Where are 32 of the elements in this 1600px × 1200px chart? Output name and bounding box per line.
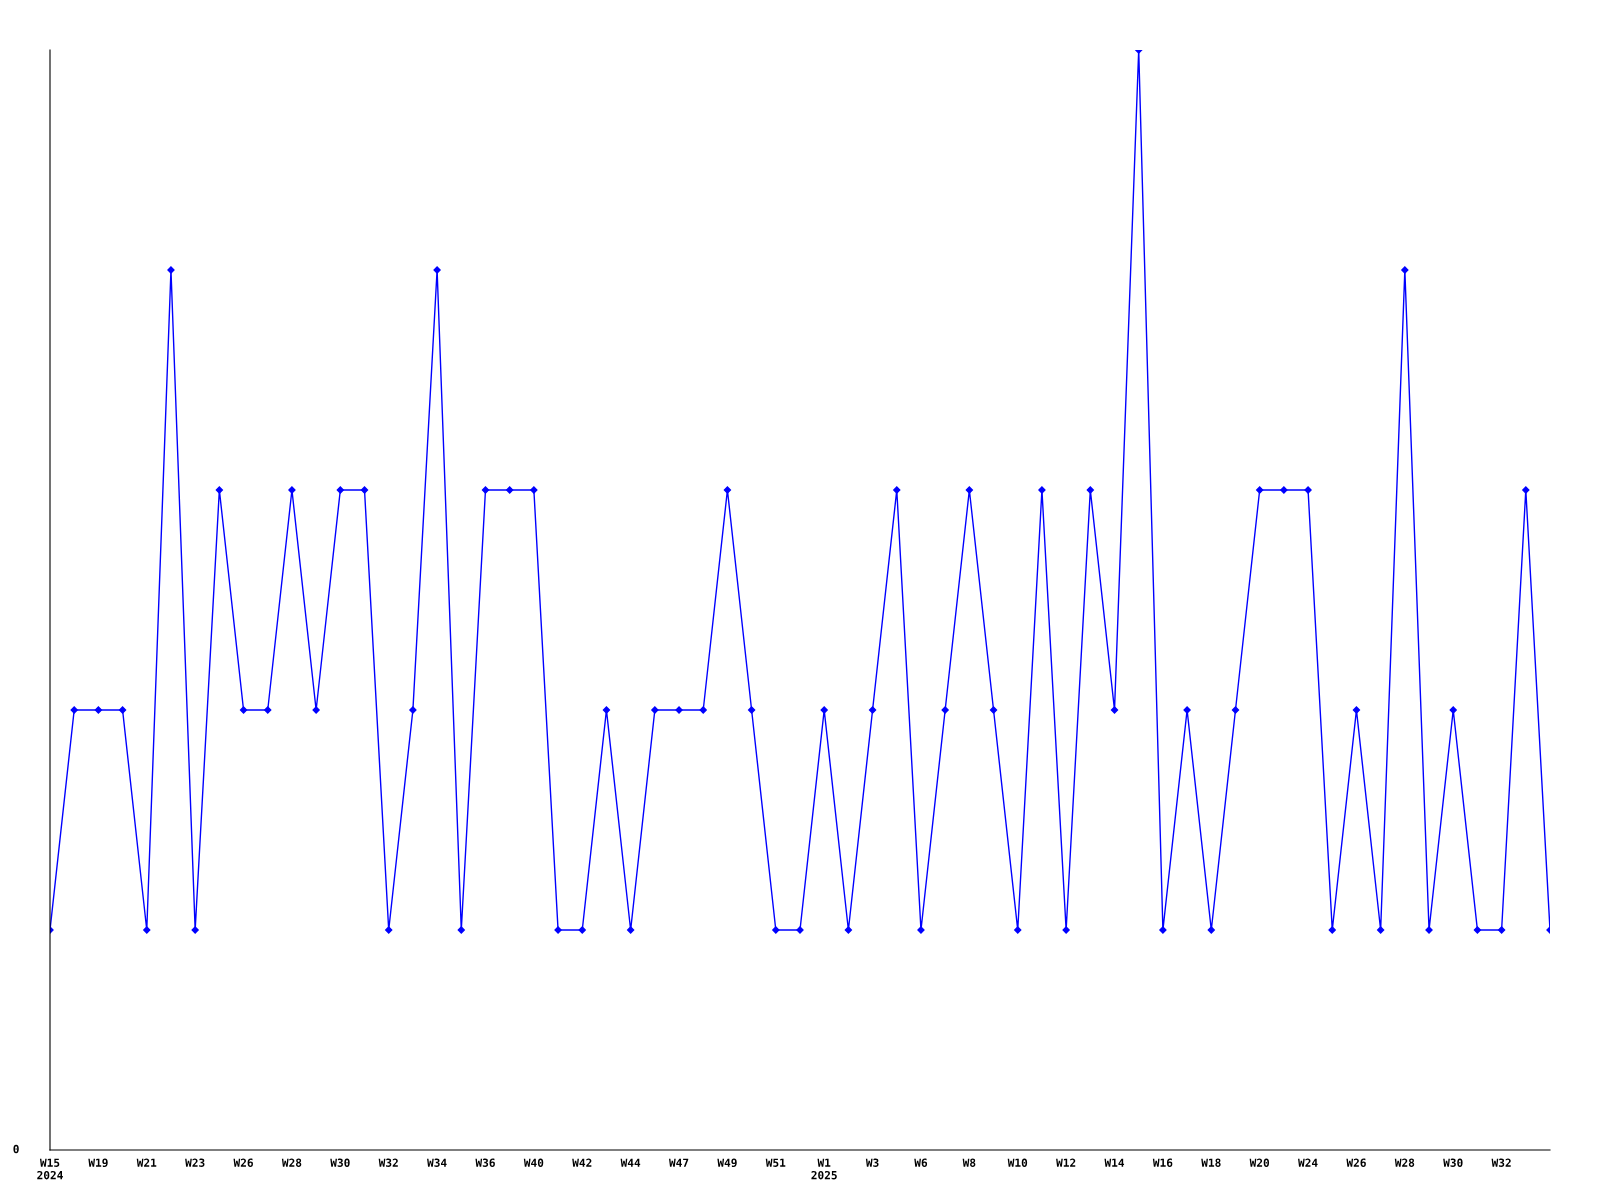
- x-tick-label: W40: [523, 1158, 544, 1167]
- x-tick-label: W42: [572, 1158, 592, 1167]
- x-tick-label: W44: [620, 1158, 641, 1167]
- x-tick-label: W51: [765, 1158, 786, 1167]
- x-tick-label: W28: [281, 1158, 302, 1167]
- x-tick-label: W1 2025: [811, 1158, 837, 1180]
- x-tick-label: W36: [475, 1158, 495, 1167]
- x-tick-label: W30: [1443, 1158, 1463, 1167]
- x-tick-label: W10: [1007, 1158, 1028, 1167]
- x-tick-label: W15 2024: [37, 1158, 63, 1180]
- text: 0: [13, 1144, 19, 1154]
- x-tick-label: W3: [865, 1158, 879, 1167]
- x-tick-label: W49: [717, 1158, 737, 1167]
- x-tick-label: W8: [962, 1158, 976, 1167]
- x-tick-label: W6: [914, 1158, 928, 1167]
- x-tick-label: W18: [1201, 1158, 1221, 1167]
- x-tick-label: W26: [233, 1158, 253, 1167]
- x-tick-label: W24: [1298, 1158, 1318, 1167]
- x-tick-label: W21: [136, 1158, 157, 1167]
- x-tick-label: W19: [88, 1158, 108, 1167]
- x-tick-label: W32: [378, 1158, 398, 1167]
- x-tick-label: W26: [1346, 1158, 1366, 1167]
- x-tick-label: W28: [1394, 1158, 1415, 1167]
- x-tick-label: W34: [427, 1158, 447, 1167]
- x-tick-label: W16: [1152, 1158, 1173, 1167]
- x-tick-label: W20: [1249, 1158, 1270, 1167]
- x-tick-label: W32: [1491, 1158, 1511, 1167]
- x-tick-label: W23: [185, 1158, 205, 1167]
- x-tick-label: W12: [1056, 1158, 1076, 1167]
- x-tick-label: W47: [669, 1158, 689, 1167]
- x-tick-label: W30: [330, 1158, 350, 1167]
- x-tick-label: W14: [1104, 1158, 1125, 1167]
